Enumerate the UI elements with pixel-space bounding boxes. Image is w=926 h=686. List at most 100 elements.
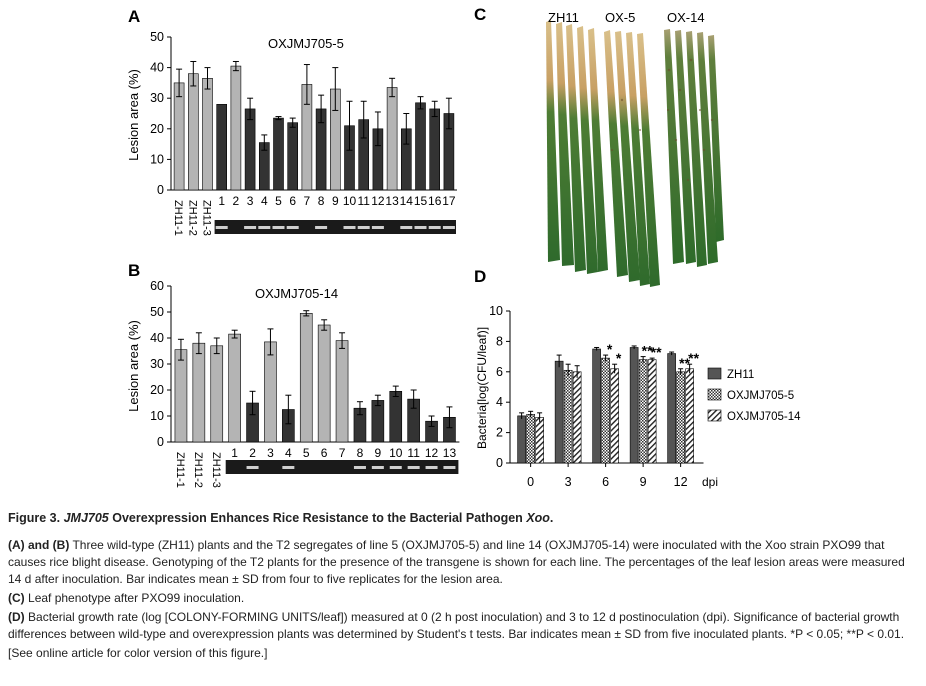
significance-mark: * xyxy=(607,341,613,357)
y-tick-label: 4 xyxy=(496,395,503,409)
x-tick-label: 9 xyxy=(640,475,647,489)
x-tick-label: 14 xyxy=(400,194,414,208)
significance-mark: ** xyxy=(679,355,690,371)
gel-band xyxy=(389,466,402,469)
panel-a-ylabel: Lesion area (%) xyxy=(126,69,141,161)
x-tick-label: 6 xyxy=(289,194,296,208)
bar xyxy=(210,345,224,443)
caption-title-gene: JMJ705 xyxy=(63,511,109,525)
figure-canvas: A OXJMJ705-5 Lesion area (%) B OXJMJ705-… xyxy=(126,4,801,489)
bar xyxy=(299,312,313,443)
x-tick-label: 5 xyxy=(303,446,310,460)
y-tick-label: 0 xyxy=(157,435,164,449)
significance-mark: * xyxy=(616,350,622,366)
bar xyxy=(572,371,582,464)
x-tick-label: 2 xyxy=(249,446,256,460)
x-tick-label: ZH11-1 xyxy=(174,452,186,488)
leaf-label-2: OX-14 xyxy=(667,10,705,25)
caption-title-mid: Overexpression Enhances Rice Resistance … xyxy=(112,511,523,525)
x-tick-label: 8 xyxy=(357,446,364,460)
x-tick-label: 9 xyxy=(332,194,339,208)
bar xyxy=(216,104,227,191)
x-tick-label: ZH11-2 xyxy=(192,452,204,488)
x-tick-label: 10 xyxy=(343,194,357,208)
x-tick-label: 17 xyxy=(442,194,456,208)
panel-d-letter: D xyxy=(474,267,486,286)
gel-band xyxy=(443,466,456,469)
x-tick-label: 12 xyxy=(425,446,439,460)
gel-band xyxy=(407,466,420,469)
panel-b-title: OXJMJ705-14 xyxy=(255,286,338,301)
panel-d-xunit: dpi xyxy=(702,475,718,489)
gel-band xyxy=(353,466,366,469)
caption-para-ab: (A) and (B) Three wild-type (ZH11) plant… xyxy=(8,537,918,588)
caption-para-d: (D) Bacterial growth rate (log [COLONY-F… xyxy=(8,609,918,643)
y-tick-label: 0 xyxy=(157,183,164,197)
x-tick-label: 12 xyxy=(674,475,688,489)
bar xyxy=(287,122,299,191)
leaves-zh11 xyxy=(546,20,608,274)
bar xyxy=(638,359,648,464)
significance-mark: ** xyxy=(642,343,653,359)
x-tick-label: 5 xyxy=(275,194,282,208)
gel-strip xyxy=(214,220,456,234)
x-tick-label: 16 xyxy=(428,194,442,208)
y-tick-label: 50 xyxy=(150,305,164,319)
gel-band xyxy=(215,226,228,229)
x-tick-label: 11 xyxy=(357,194,370,208)
y-tick-label: 30 xyxy=(150,357,164,371)
bar xyxy=(230,65,242,191)
bar xyxy=(174,349,188,443)
y-tick-label: 40 xyxy=(150,331,164,345)
caption-para-c: (C) Leaf phenotype after PXO99 inoculati… xyxy=(8,590,918,607)
bar xyxy=(517,415,526,464)
caption-d-text: Bacterial growth rate (log [COLONY-FORMI… xyxy=(8,610,905,641)
bar xyxy=(415,102,426,191)
x-tick-label: 6 xyxy=(602,475,609,489)
bar xyxy=(192,342,206,443)
bar xyxy=(563,369,573,464)
x-tick-label: 3 xyxy=(247,194,254,208)
leaves-ox5 xyxy=(604,30,660,287)
x-tick-label: 15 xyxy=(414,194,428,208)
x-tick-label: 4 xyxy=(261,194,268,208)
gel-band xyxy=(282,466,295,469)
bar xyxy=(188,73,199,191)
y-tick-label: 20 xyxy=(150,383,164,397)
bar xyxy=(386,87,398,191)
y-tick-label: 50 xyxy=(150,30,164,44)
bar xyxy=(629,347,639,464)
y-tick-label: 60 xyxy=(150,279,164,293)
x-tick-label: 13 xyxy=(385,194,399,208)
legend-swatch xyxy=(707,388,722,401)
leaf-label-0: ZH11 xyxy=(548,10,579,25)
legend-label: OXJMJ705-14 xyxy=(727,411,801,423)
legend-swatch xyxy=(707,367,722,380)
bar xyxy=(429,108,441,191)
figure-caption: Figure 3. JMJ705 Overexpression Enhances… xyxy=(8,510,918,664)
gel-band xyxy=(258,226,271,229)
y-tick-label: 2 xyxy=(496,426,503,440)
x-tick-label: 11 xyxy=(407,446,420,460)
bar xyxy=(685,368,694,464)
y-tick-label: 20 xyxy=(150,122,164,136)
gel-band xyxy=(357,226,370,229)
gel-band xyxy=(428,226,441,229)
gel-strip xyxy=(225,460,459,474)
bar xyxy=(592,348,601,464)
bar xyxy=(202,78,213,191)
bar xyxy=(244,108,256,191)
x-tick-label: 9 xyxy=(375,446,382,460)
y-tick-label: 6 xyxy=(496,365,503,379)
gel-band xyxy=(286,226,299,229)
x-tick-label: 0 xyxy=(527,475,534,489)
gel-band xyxy=(414,226,427,229)
caption-c-label: (C) xyxy=(8,591,25,605)
gel-band xyxy=(315,226,328,229)
bar xyxy=(273,117,284,191)
leaf-photo: ZH11 OX-5 OX-14 xyxy=(538,4,730,300)
x-tick-label: ZH11-3 xyxy=(201,200,213,236)
bar xyxy=(667,353,676,464)
